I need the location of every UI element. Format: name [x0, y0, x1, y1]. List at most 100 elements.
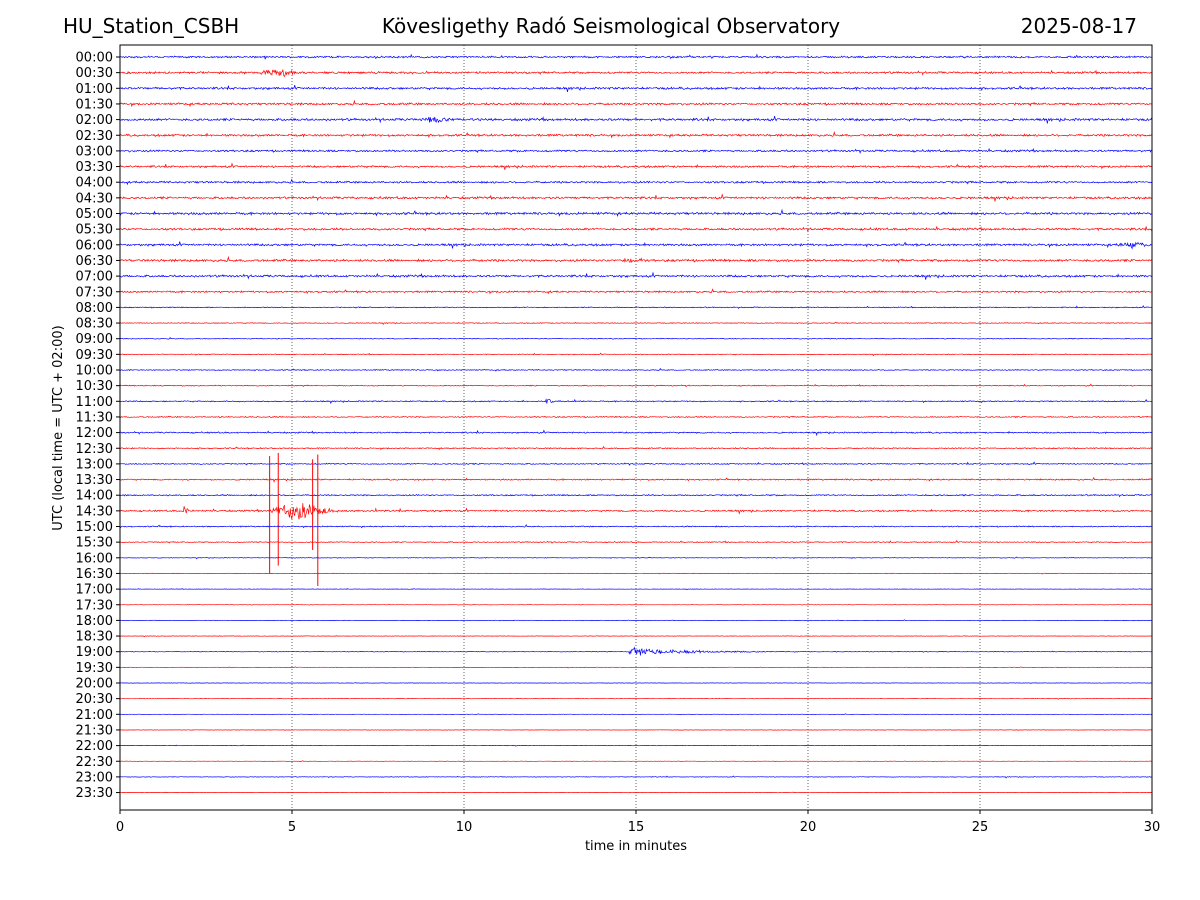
trace-1030 [119, 383, 1153, 388]
y-tick-label: 15:30 [76, 536, 113, 551]
trace-layer [119, 53, 1153, 794]
x-tick-label: 15 [628, 820, 645, 835]
x-tick-label: 10 [456, 820, 473, 835]
trace-1900 [119, 646, 1152, 656]
y-tick-label: 19:00 [76, 645, 113, 660]
trace-0830 [119, 321, 1153, 325]
trace-0800 [119, 305, 1153, 310]
x-tick-label: 25 [972, 820, 989, 835]
y-tick-label: 21:00 [76, 708, 113, 723]
y-tick-label: 11:00 [76, 395, 113, 410]
y-tick-labels: 00:0000:3001:0001:3002:0002:3003:0003:30… [76, 51, 120, 801]
y-tick-label: 06:30 [76, 254, 113, 269]
trace-1300 [119, 461, 1153, 466]
y-tick-label: 01:00 [76, 82, 113, 97]
y-tick-label: 19:30 [76, 661, 113, 676]
trace-2200 [119, 744, 1153, 747]
y-tick-label: 16:30 [76, 567, 113, 582]
y-tick-label: 13:00 [76, 457, 113, 472]
y-tick-label: 16:00 [76, 551, 113, 566]
trace-0130 [119, 99, 1153, 108]
y-tick-label: 12:00 [76, 426, 113, 441]
y-tick-label: 21:30 [76, 723, 113, 738]
y-tick-label: 05:30 [76, 223, 113, 238]
y-tick-label: 09:00 [76, 332, 113, 347]
trace-1730 [120, 603, 1153, 606]
trace-0000 [119, 53, 1153, 60]
trace-1400 [119, 493, 1153, 498]
trace-0530 [120, 225, 1153, 233]
x-tick-label: 0 [116, 820, 124, 835]
y-tick-label: 02:30 [76, 129, 113, 144]
x-axis-label: time in minutes [585, 839, 687, 854]
trace-0400 [119, 178, 1153, 186]
trace-0900 [119, 337, 1153, 340]
trace-2100 [119, 713, 1153, 716]
y-tick-label: 00:00 [76, 51, 113, 66]
y-tick-label: 14:00 [76, 489, 113, 504]
trace-1830 [119, 635, 1153, 638]
trace-2030 [120, 697, 1153, 700]
y-tick-label: 08:30 [76, 317, 113, 332]
y-tick-label: 08:00 [76, 301, 113, 316]
x-tick-labels: 0 5 10 15 20 25 30 [116, 810, 1160, 835]
trace-2130 [120, 729, 1153, 731]
trace-0330 [119, 162, 1153, 170]
trace-2330 [119, 791, 1153, 794]
trace-1100 [120, 398, 1153, 405]
trace-1000 [119, 367, 1153, 372]
y-tick-label: 07:30 [76, 285, 113, 300]
trace-1430 [119, 503, 1153, 520]
y-tick-label: 06:00 [76, 238, 113, 253]
chart-date: 2025-08-17 [1020, 14, 1137, 38]
trace-1530 [119, 540, 1153, 544]
y-tick-label: 04:00 [76, 176, 113, 191]
y-tick-label: 03:00 [76, 144, 113, 159]
trace-0100 [119, 85, 1153, 92]
y-tick-label: 10:00 [76, 364, 113, 379]
y-tick-label: 20:00 [76, 677, 113, 692]
trace-1500 [119, 524, 1153, 529]
trace-0600 [119, 241, 1153, 250]
trace-0430 [119, 193, 1153, 202]
y-axis-label: UTC (local time = UTC + 02:00) [51, 325, 66, 530]
y-tick-label: 01:30 [76, 97, 113, 112]
trace-1930 [119, 666, 1153, 669]
y-tick-label: 05:00 [76, 207, 113, 222]
trace-1700 [119, 588, 1153, 591]
y-tick-label: 15:00 [76, 520, 113, 535]
trace-0230 [119, 130, 1153, 139]
station-name: HU_Station_CSBH [63, 14, 240, 38]
trace-2230 [119, 760, 1152, 762]
x-tick-label: 30 [1144, 820, 1161, 835]
trace-0630 [119, 255, 1153, 264]
trace-1630 [120, 572, 1153, 575]
y-tick-label: 09:30 [76, 348, 113, 363]
y-tick-label: 11:30 [76, 410, 113, 425]
trace-2000 [119, 682, 1152, 684]
y-tick-label: 23:00 [76, 770, 113, 785]
y-tick-label: 17:00 [76, 583, 113, 598]
trace-1200 [119, 429, 1153, 437]
y-tick-label: 12:30 [76, 442, 113, 457]
y-tick-label: 13:30 [76, 473, 113, 488]
trace-0300 [119, 147, 1153, 155]
trace-1130 [119, 415, 1153, 419]
trace-0500 [119, 208, 1153, 217]
chart-title: Kövesligethy Radó Seismological Observat… [381, 14, 841, 38]
trace-0030 [119, 69, 1153, 78]
grid-layer [291, 45, 981, 810]
y-tick-label: 04:30 [76, 191, 113, 206]
trace-0200 [119, 116, 1153, 124]
y-tick-label: 23:30 [76, 786, 113, 801]
y-tick-label: 17:30 [76, 598, 113, 613]
trace-0930 [119, 352, 1153, 357]
y-tick-label: 14:30 [76, 504, 113, 519]
trace-0730 [119, 288, 1153, 295]
trace-2300 [120, 775, 1153, 779]
trace-0700 [119, 271, 1153, 280]
y-tick-label: 22:00 [76, 739, 113, 754]
y-tick-label: 10:30 [76, 379, 113, 394]
y-tick-label: 03:30 [76, 160, 113, 175]
